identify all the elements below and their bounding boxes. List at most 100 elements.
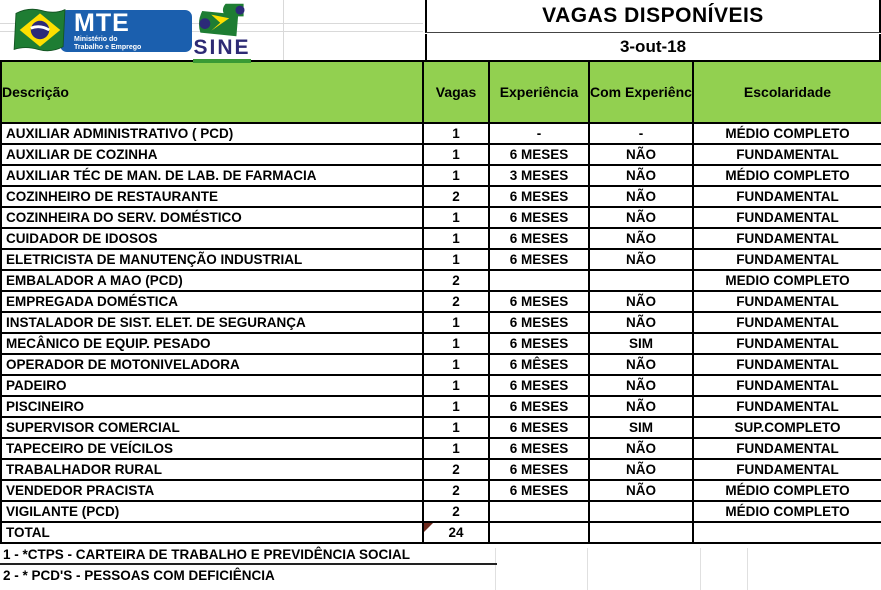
cell-experiencia: 6 MESES [488, 143, 590, 166]
faint-gridline [495, 548, 496, 590]
total-label: TOTAL [0, 521, 424, 544]
sine-flag-icon [198, 3, 245, 37]
total-empty-cell [588, 521, 694, 544]
cell-escolaridade: FUNDAMENTAL [692, 374, 881, 397]
date-label: 3-out-18 [425, 34, 881, 60]
cell-experiencia [488, 500, 590, 523]
table-row: AUXILIAR TÉC DE MAN. DE LAB. DE FARMACIA… [0, 164, 881, 187]
cell-descricao: AUXILIAR ADMINISTRATIVO ( PCD) [0, 122, 424, 145]
cell-descricao: INSTALADOR DE SIST. ELET. DE SEGURANÇA [0, 311, 424, 334]
cell-escolaridade: FUNDAMENTAL [692, 248, 881, 271]
table-row: TAPECEIRO DE VEÍCILOS 1 6 MESES NÃO FUND… [0, 437, 881, 460]
table-row: EMPREGADA DOMÉSTICA 2 6 MESES NÃO FUNDAM… [0, 290, 881, 313]
cell-escolaridade: FUNDAMENTAL [692, 395, 881, 418]
cell-experiencia: 6 MESES [488, 311, 590, 334]
cell-experiencia: 6 MESES [488, 416, 590, 439]
cell-com-experiencia-ctps: NÃO [588, 458, 694, 481]
total-row: TOTAL 24 [0, 521, 881, 544]
footnote-ctps: 1 - *CTPS - CARTEIRA DE TRABALHO E PREVI… [0, 544, 881, 565]
page-title: VAGAS DISPONÍVEIS [425, 0, 881, 33]
cell-com-experiencia-ctps: NÃO [588, 164, 694, 187]
cell-escolaridade: MEDIO COMPLETO [692, 269, 881, 292]
cell-experiencia: 6 MESES [488, 248, 590, 271]
column-header-com-experiencia-ctps: Com Experiência *CTPS [588, 60, 694, 124]
sine-name: SINE [193, 36, 251, 59]
sine-logo: SINE [183, 2, 261, 63]
cell-vagas: 2 [422, 479, 490, 502]
cell-escolaridade: MÉDIO COMPLETO [692, 122, 881, 145]
cell-vagas: 1 [422, 416, 490, 439]
cell-com-experiencia-ctps: SIM [588, 416, 694, 439]
cell-escolaridade: FUNDAMENTAL [692, 185, 881, 208]
cell-experiencia: 3 MESES [488, 164, 590, 187]
cell-experiencia: 6 MESES [488, 227, 590, 250]
cell-escolaridade: FUNDAMENTAL [692, 437, 881, 460]
cell-com-experiencia-ctps: - [588, 122, 694, 145]
cell-escolaridade: FUNDAMENTAL [692, 143, 881, 166]
cell-experiencia: 6 MESES [488, 395, 590, 418]
cell-descricao: VIGILANTE (PCD) [0, 500, 424, 523]
table-row: VIGILANTE (PCD) 2 MÉDIO COMPLETO [0, 500, 881, 523]
cell-com-experiencia-ctps [588, 269, 694, 292]
cell-experiencia: 6 MESES [488, 206, 590, 229]
faint-gridline [283, 0, 284, 60]
cell-vagas: 1 [422, 437, 490, 460]
brazil-flag-icon [13, 8, 66, 52]
cell-com-experiencia-ctps: NÃO [588, 185, 694, 208]
table-row: EMBALADOR A MAO (PCD) 2 MEDIO COMPLETO [0, 269, 881, 292]
cell-escolaridade: FUNDAMENTAL [692, 311, 881, 334]
cell-com-experiencia-ctps: NÃO [588, 248, 694, 271]
cell-com-experiencia-ctps: NÃO [588, 395, 694, 418]
cell-experiencia: 6 MESES [488, 437, 590, 460]
cell-experiencia: 6 MESES [488, 185, 590, 208]
cell-vagas: 1 [422, 227, 490, 250]
cell-vagas: 1 [422, 374, 490, 397]
cell-descricao: PISCINEIRO [0, 395, 424, 418]
cell-descricao: TAPECEIRO DE VEÍCILOS [0, 437, 424, 460]
cell-escolaridade: MÉDIO COMPLETO [692, 164, 881, 187]
table-row: COZINHEIRO DE RESTAURANTE 2 6 MESES NÃO … [0, 185, 881, 208]
table-body: AUXILIAR ADMINISTRATIVO ( PCD) 1 - - MÉD… [0, 122, 881, 523]
table-row: OPERADOR DE MOTONIVELADORA 1 6 MÊSES NÃO… [0, 353, 881, 376]
table-row: COZINHEIRA DO SERV. DOMÉSTICO 1 6 MESES … [0, 206, 881, 229]
cell-experiencia: 6 MESES [488, 332, 590, 355]
mte-acronym: MTE [74, 9, 130, 37]
top-bar: MTE Ministério do Trabalho e Emprego SIN… [0, 0, 881, 63]
cell-com-experiencia-ctps: NÃO [588, 206, 694, 229]
column-header-escolaridade: Escolaridade [692, 60, 881, 124]
faint-gridline [747, 548, 748, 590]
cell-vagas: 2 [422, 290, 490, 313]
cell-vagas: 1 [422, 122, 490, 145]
mte-logo: MTE Ministério do Trabalho e Emprego [12, 4, 192, 58]
cell-vagas: 1 [422, 332, 490, 355]
total-empty-cell [488, 521, 590, 544]
cell-experiencia: 6 MESES [488, 458, 590, 481]
cell-escolaridade: MÉDIO COMPLETO [692, 479, 881, 502]
mte-wordmark: MTE Ministério do Trabalho e Emprego [60, 10, 192, 52]
cell-com-experiencia-ctps: NÃO [588, 311, 694, 334]
cell-com-experiencia-ctps: SIM [588, 332, 694, 355]
cell-vagas: 1 [422, 248, 490, 271]
footnotes: 1 - *CTPS - CARTEIRA DE TRABALHO E PREVI… [0, 544, 881, 586]
table-row: MECÂNICO DE EQUIP. PESADO 1 6 MESES SIM … [0, 332, 881, 355]
cell-com-experiencia-ctps: NÃO [588, 143, 694, 166]
column-header-row: Descrição Vagas Experiência Com Experiên… [0, 60, 881, 124]
cell-vagas: 1 [422, 353, 490, 376]
mte-ministry-line2: Trabalho e Emprego [74, 44, 142, 51]
cell-vagas: 2 [422, 185, 490, 208]
cell-escolaridade: FUNDAMENTAL [692, 290, 881, 313]
cell-descricao: EMBALADOR A MAO (PCD) [0, 269, 424, 292]
cell-descricao: VENDEDOR PRACISTA [0, 479, 424, 502]
faint-gridline [587, 548, 588, 590]
cell-descricao: COZINHEIRA DO SERV. DOMÉSTICO [0, 206, 424, 229]
cell-com-experiencia-ctps: NÃO [588, 479, 694, 502]
table-row: CUIDADOR DE IDOSOS 1 6 MESES NÃO FUNDAME… [0, 227, 881, 250]
sine-underline-bar [193, 59, 251, 63]
vacancies-table: Descrição Vagas Experiência Com Experiên… [0, 60, 881, 544]
table-row: SUPERVISOR COMERCIAL 1 6 MESES SIM SUP.C… [0, 416, 881, 439]
cell-escolaridade: FUNDAMENTAL [692, 206, 881, 229]
total-vagas-cell: 24 [422, 521, 490, 544]
table-row: INSTALADOR DE SIST. ELET. DE SEGURANÇA 1… [0, 311, 881, 334]
cell-com-experiencia-ctps [588, 500, 694, 523]
column-header-vagas: Vagas [422, 60, 490, 124]
